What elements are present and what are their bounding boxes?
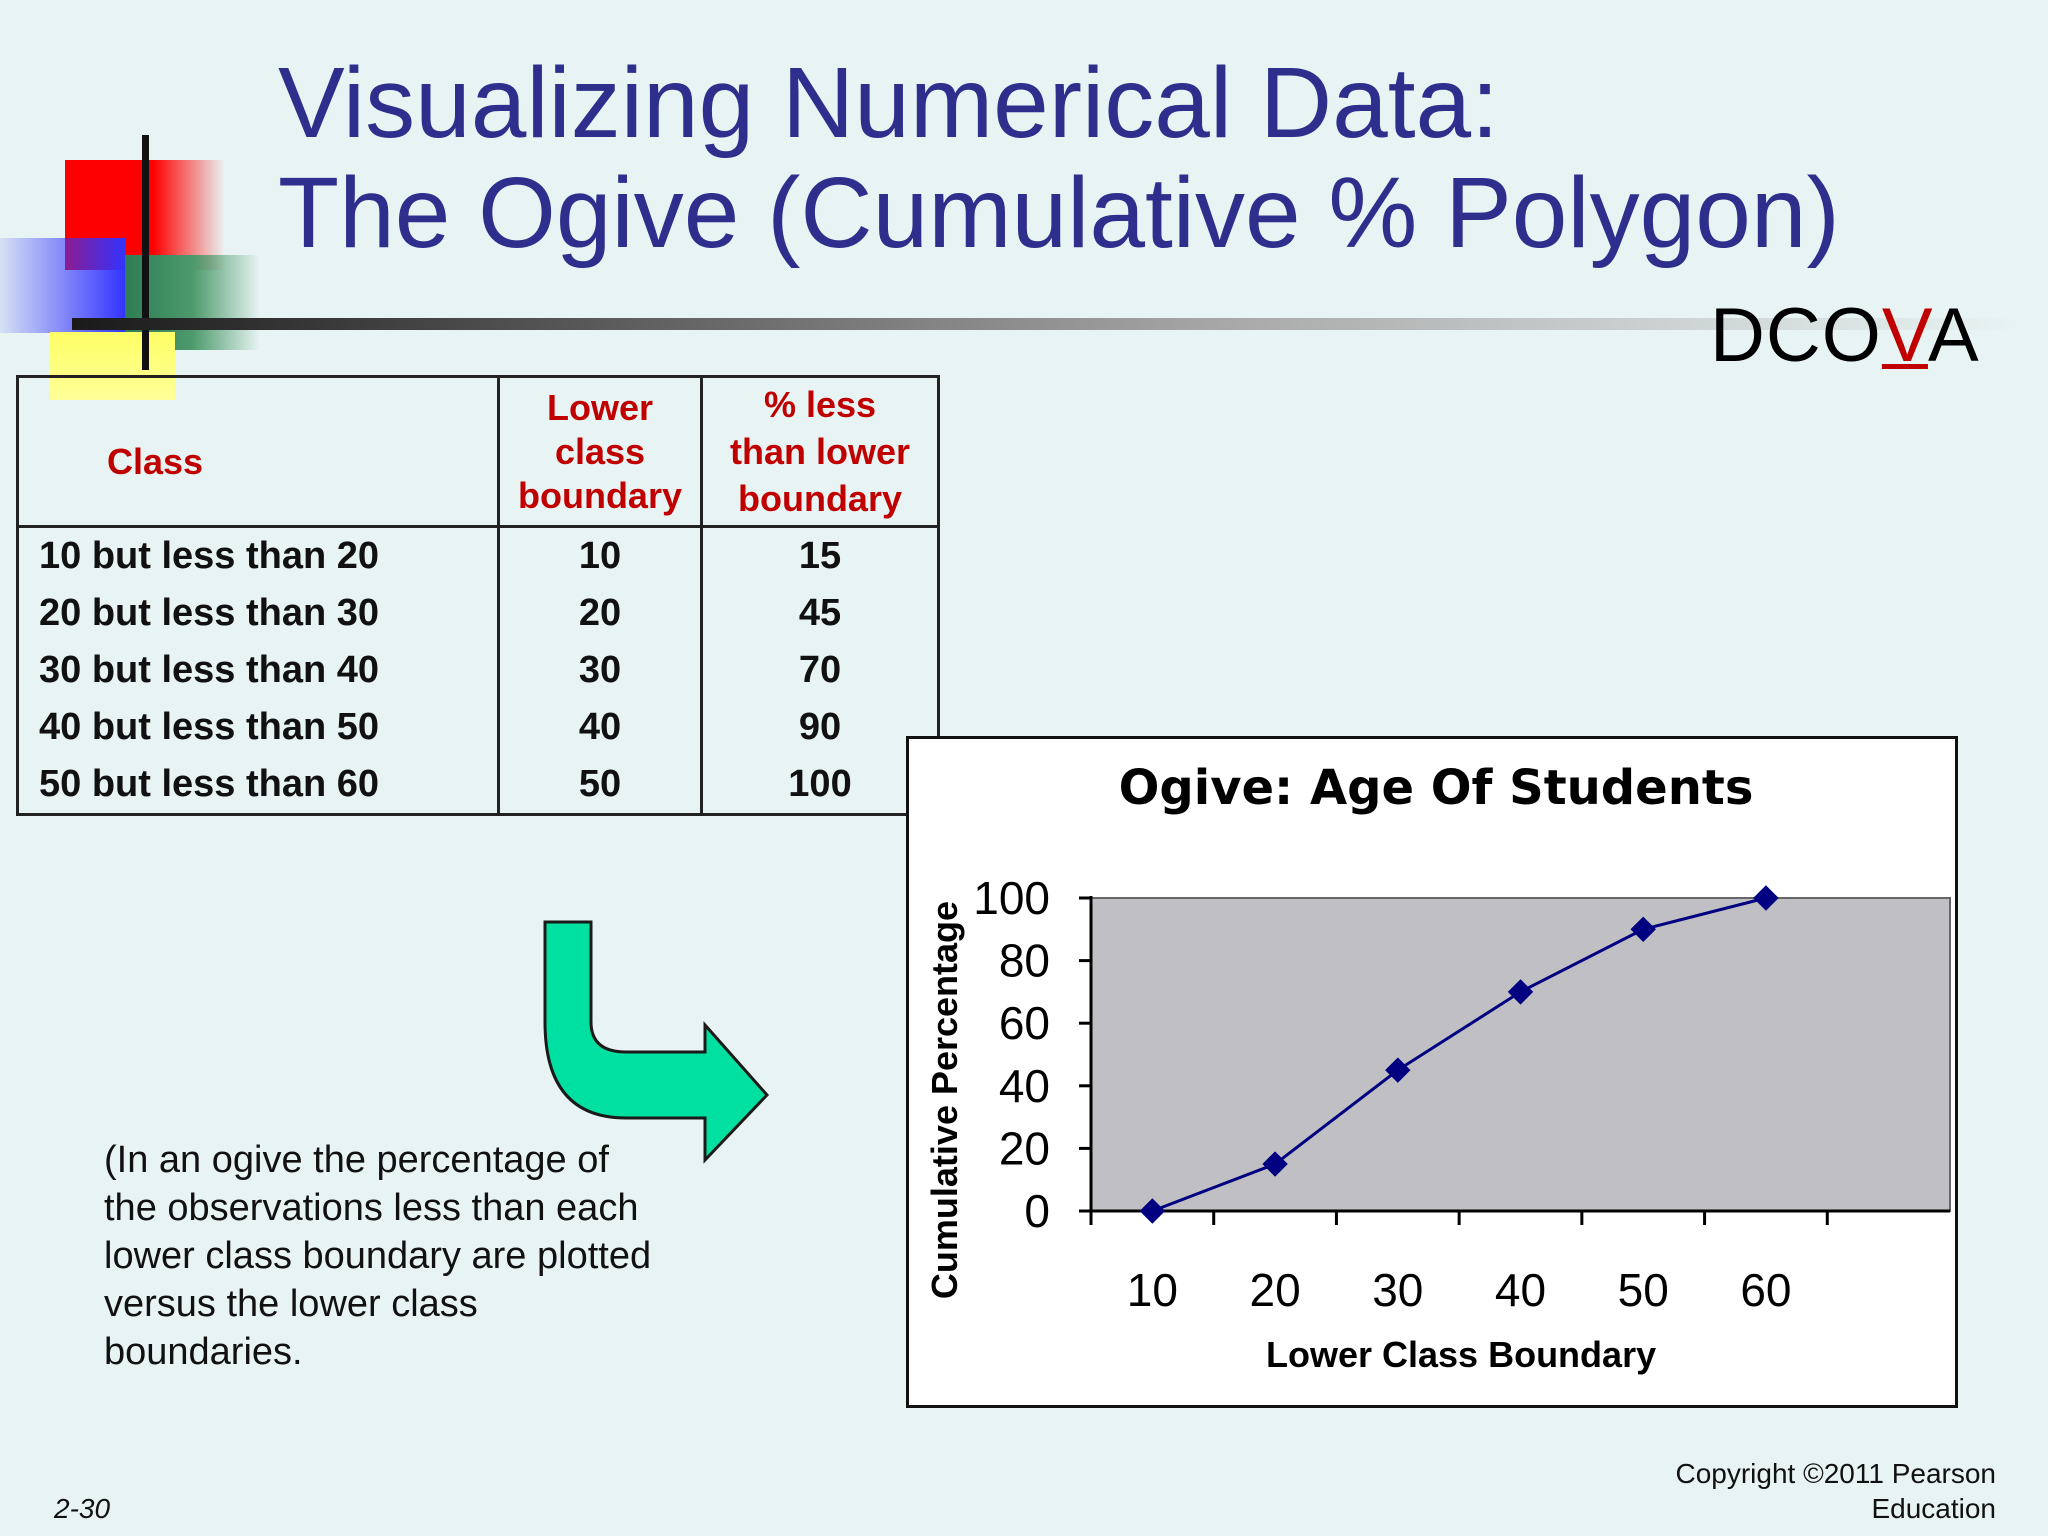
- plot-area: [1090, 897, 1951, 1212]
- header-percent-less-line-2: than lower: [729, 431, 911, 472]
- data-point-diamond: [1262, 1151, 1288, 1177]
- header-lower-boundary-line-2: class: [554, 430, 646, 472]
- curved-arrow-icon: [543, 920, 770, 1164]
- ogive-explanation-note: (In an ogive the percentage of the obser…: [104, 1139, 652, 1373]
- y-tick-label: 60: [999, 997, 1050, 1049]
- y-tick-label: 100: [973, 872, 1050, 924]
- data-point-diamond: [1753, 885, 1779, 911]
- dcova-a: A: [1927, 293, 1980, 378]
- dcova-v-highlight: V: [1881, 293, 1928, 378]
- table-row: 40 but less than 50 40 90: [16, 699, 940, 756]
- cell-percent: 90: [700, 699, 940, 756]
- table-row: 50 but less than 60 50 100: [16, 756, 940, 815]
- x-tick-label: 50: [1618, 1264, 1669, 1316]
- x-tick-label: 40: [1495, 1264, 1546, 1316]
- data-point-diamond: [1385, 1057, 1411, 1083]
- cell-lower-boundary: 10: [497, 526, 703, 585]
- header-lower-boundary-line-3: boundary: [517, 474, 682, 516]
- x-tick-label: 10: [1127, 1264, 1178, 1316]
- slide-title-line-1: Visualizing Numerical Data:: [278, 47, 1499, 159]
- table-row: 20 but less than 30 20 45: [16, 585, 940, 642]
- decorative-vertical-line: [142, 135, 149, 370]
- cell-lower-boundary: 50: [497, 756, 703, 815]
- slide-title: Visualizing Numerical Data: The Ogive (C…: [278, 48, 1840, 268]
- cell-lower-boundary: 30: [497, 642, 703, 699]
- chart-x-axis-label: Lower Class Boundary: [1266, 1334, 1657, 1375]
- title-underline-rule: [72, 318, 2022, 330]
- y-tick-label: 0: [1024, 1185, 1050, 1237]
- cell-class: 50 but less than 60: [16, 756, 500, 815]
- y-tick-label: 40: [999, 1060, 1050, 1112]
- table-row: 30 but less than 40 30 70: [16, 642, 940, 699]
- slide-title-line-2: The Ogive (Cumulative % Polygon): [278, 157, 1840, 269]
- data-point-diamond: [1139, 1198, 1166, 1224]
- cell-lower-boundary: 20: [497, 585, 703, 642]
- data-point-diamond: [1507, 979, 1534, 1005]
- slide-number: 2-30: [54, 1493, 111, 1524]
- cell-class: 40 but less than 50: [16, 699, 500, 756]
- copyright-notice: Copyright ©2011 Pearson Education: [1600, 1456, 1996, 1526]
- copyright-line-1: Copyright ©2011 Pearson: [1675, 1458, 1996, 1489]
- header-percent-less-line-3: boundary: [737, 478, 902, 519]
- cell-class: 10 but less than 20: [16, 526, 500, 585]
- table-row: 10 but less than 20 10 15: [16, 526, 940, 585]
- y-tick-label: 80: [999, 935, 1050, 987]
- header-lower-boundary-line-1: Lower: [546, 386, 653, 428]
- header-percent-less: % less than lower boundary: [700, 376, 940, 528]
- cell-class: 30 but less than 40: [16, 642, 500, 699]
- cell-percent: 45: [700, 585, 940, 642]
- cell-lower-boundary: 40: [497, 699, 703, 756]
- cell-class: 20 but less than 30: [16, 585, 500, 642]
- decorative-blue-block: [0, 238, 125, 333]
- x-tick-label: 30: [1372, 1264, 1423, 1316]
- table-header-row: Class Lower class boundary % less than l…: [16, 376, 940, 528]
- header-class: Class: [16, 376, 500, 528]
- y-tick-label: 20: [999, 1122, 1050, 1174]
- chart-title: Ogive: Age Of Students: [1118, 760, 1754, 816]
- dcova-label: DCOVA: [1710, 292, 1980, 379]
- copyright-line-2: Education: [1871, 1493, 1996, 1524]
- dcova-dco: DCO: [1710, 293, 1882, 378]
- data-point-diamond: [1630, 916, 1656, 943]
- series-line: [1151, 896, 1767, 1213]
- header-lower-boundary: Lower class boundary: [497, 376, 703, 528]
- frequency-table: Class Lower class boundary % less than l…: [16, 375, 940, 816]
- cell-percent: 100: [700, 756, 940, 815]
- header-percent-less-line-1: % less: [763, 384, 877, 425]
- x-tick-label: 60: [1740, 1264, 1791, 1316]
- x-tick-label: 20: [1249, 1264, 1300, 1316]
- cell-percent: 15: [700, 526, 940, 585]
- cell-percent: 70: [700, 642, 940, 699]
